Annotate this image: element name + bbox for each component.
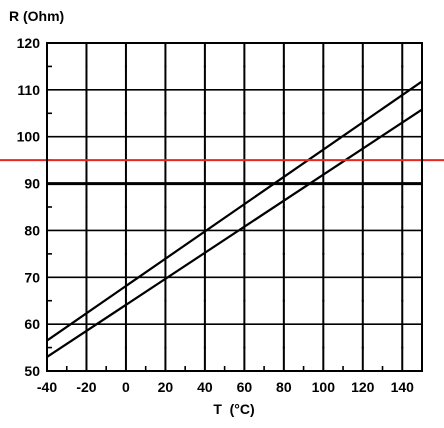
grid-dot [203, 65, 206, 68]
grid-dot [243, 65, 246, 68]
grid-dot [85, 65, 88, 68]
grid-dot [282, 252, 285, 255]
grid-dot [401, 65, 404, 68]
grid-dot [282, 65, 285, 68]
grid-dot [164, 65, 167, 68]
grid-dot [164, 206, 167, 208]
grid-dot [85, 112, 88, 115]
grid-dot [282, 346, 285, 349]
grid-dot [361, 299, 364, 302]
x-tick-label: 140 [391, 379, 415, 395]
x-tick-label: 80 [276, 379, 292, 395]
grid-dot [322, 346, 325, 349]
y-tick-label: 120 [17, 35, 41, 51]
grid-dot [203, 346, 206, 349]
y-axis-title: R (Ohm) [9, 8, 64, 24]
grid-dot [361, 252, 364, 255]
plot-frame [46, 42, 423, 372]
grid-dot [322, 112, 325, 115]
grid-dot [322, 65, 325, 68]
x-tick-label: -40 [37, 379, 57, 395]
grid-dot [85, 299, 88, 302]
grid-dot [401, 206, 404, 208]
grid-dot [282, 112, 285, 115]
grid-dot [124, 206, 127, 208]
grid-dot [243, 206, 246, 208]
grid-dot [401, 346, 404, 349]
grid-dot [124, 65, 127, 68]
grid-dot [322, 299, 325, 302]
grid-dot [124, 299, 127, 302]
reference-layer [0, 159, 444, 186]
grid-dot [361, 346, 364, 349]
grid-dot [401, 112, 404, 115]
grid-dot [124, 346, 127, 349]
series-line-2 [46, 108, 423, 358]
y-tick-label: 70 [24, 269, 40, 285]
grid-dot [203, 299, 206, 302]
grid-dot [322, 252, 325, 255]
y-tick-label: 90 [24, 176, 40, 192]
y-tick-label: 60 [24, 316, 40, 332]
x-tick-label: 100 [312, 379, 336, 395]
grid-dot [282, 299, 285, 302]
series-layer [46, 80, 423, 358]
grid-dot [85, 206, 88, 208]
grid-dot [164, 252, 167, 255]
grid-dot [282, 206, 285, 208]
grid-dot [164, 346, 167, 349]
grid-dot [124, 112, 127, 115]
series-line-1 [46, 80, 423, 342]
grid-dot [164, 299, 167, 302]
grid-dot [85, 252, 88, 255]
grid-dot [164, 112, 167, 115]
frame-layer [46, 42, 423, 372]
x-axis-title: T (°C) [213, 401, 254, 417]
x-tick-label: -20 [76, 379, 96, 395]
x-tick-label: 120 [351, 379, 375, 395]
tick-label-layer: 50 60 70 80 90 100 110 120 -40 -20 0 20 40 60 80 100 120… [17, 35, 415, 395]
y-tick-label: 80 [24, 222, 40, 238]
y-tick-label: 110 [17, 82, 40, 98]
grid-dot [243, 299, 246, 302]
y-tick-label: 50 [24, 363, 40, 379]
grid-dot [203, 112, 206, 115]
grid-dot [401, 299, 404, 302]
grid-dot [361, 206, 364, 208]
grid-layer [47, 43, 422, 371]
y-tick-label: 100 [17, 129, 41, 145]
x-tick-label: 40 [197, 379, 213, 395]
x-tick-label: 60 [237, 379, 253, 395]
x-tick-label: 0 [122, 379, 130, 395]
grid-dot [243, 346, 246, 349]
grid-dot [85, 346, 88, 349]
grid-dot [203, 206, 206, 208]
grid-dot [401, 252, 404, 255]
grid-dot [322, 206, 325, 208]
grid-dot [124, 252, 127, 255]
grid-dot [361, 65, 364, 68]
grid-dot [243, 112, 246, 115]
grid-dot [361, 112, 364, 115]
x-tick-label: 20 [158, 379, 174, 395]
grid-dot [243, 252, 246, 255]
